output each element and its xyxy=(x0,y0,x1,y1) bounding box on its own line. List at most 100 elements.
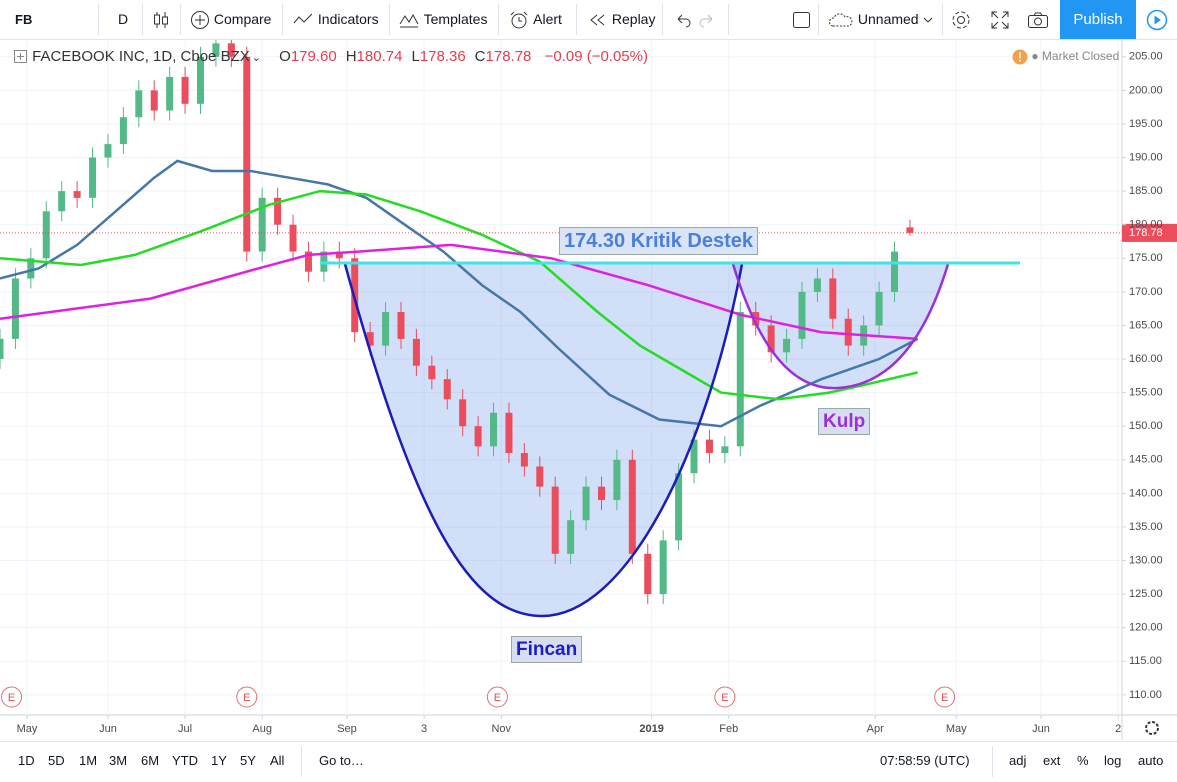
support-label: 174.30 Kritik Destek xyxy=(559,227,759,255)
alert-button[interactable]: Alert xyxy=(508,0,562,39)
chart-style-button[interactable] xyxy=(152,0,170,39)
ohlc-key: H xyxy=(345,48,357,65)
warning-icon xyxy=(1012,49,1028,65)
candle-body xyxy=(798,291,806,339)
earnings-marker[interactable]: E xyxy=(934,686,956,708)
candle-body xyxy=(119,117,127,145)
candle-body xyxy=(274,197,282,225)
y-tick-label: 140.00 xyxy=(1129,487,1163,499)
legend-symbol[interactable]: FACEBOOK INC, 1D, Cboe BZX xyxy=(32,48,250,65)
range-button[interactable]: 1M xyxy=(79,753,98,768)
undo-button[interactable] xyxy=(674,0,716,39)
candle-body xyxy=(721,446,729,454)
camera-icon xyxy=(1028,12,1048,29)
interval[interactable]: D xyxy=(118,11,129,27)
layout-toggle[interactable] xyxy=(792,0,810,39)
publish-button[interactable]: Publish xyxy=(1060,0,1136,39)
range-button[interactable]: 1D xyxy=(18,753,35,768)
candle-body xyxy=(135,90,143,118)
range-button[interactable]: YTD xyxy=(172,753,198,768)
cloud-icon xyxy=(829,13,853,27)
scale-option[interactable]: ext xyxy=(1043,753,1061,768)
top-toolbar: FB D Compare Indicators Templates Alert … xyxy=(0,0,1177,40)
earnings-marker[interactable]: E xyxy=(486,686,508,708)
bottom-toolbar: 1D 5D 1M 3M 6M YTD 1Y 5Y All Go to… 07:58:59 (UTC)… xyxy=(0,741,1177,782)
earnings-marker[interactable]: E xyxy=(1,686,23,708)
ohlc-key: C xyxy=(474,48,486,65)
ohlc-value: 178.36 xyxy=(419,48,466,65)
scale-option[interactable]: adj xyxy=(1009,753,1027,768)
candle-body xyxy=(613,459,621,501)
x-tick-label: Feb xyxy=(719,723,738,735)
templates-icon xyxy=(399,14,419,28)
earnings-marker[interactable]: E xyxy=(714,686,736,708)
goto-button[interactable]: Go to… xyxy=(319,753,364,768)
candle-body xyxy=(289,224,297,252)
x-tick-label: Nov xyxy=(491,723,511,735)
ohlc-value: 180.74 xyxy=(356,48,403,65)
range-button[interactable]: 5D xyxy=(48,753,65,768)
range-button[interactable]: 3M xyxy=(109,753,128,768)
grid xyxy=(0,40,1122,715)
earnings-circle xyxy=(236,686,258,708)
candle-body xyxy=(906,227,914,233)
range-button[interactable]: All xyxy=(270,753,285,768)
y-tick-label: 110.00 xyxy=(1129,689,1162,701)
x-tick-label: Jul xyxy=(178,723,192,735)
moving-averages xyxy=(0,159,919,428)
compare-label: Compare xyxy=(213,11,272,27)
candle-body xyxy=(58,191,66,212)
replay-button[interactable]: Replay xyxy=(588,0,655,39)
cup-fill xyxy=(345,264,742,616)
play-button[interactable] xyxy=(1146,0,1168,39)
templates-button[interactable]: Templates xyxy=(398,0,487,39)
plus-icon xyxy=(191,11,209,30)
range-button[interactable]: 6M xyxy=(141,753,160,768)
scale-option[interactable]: auto xyxy=(1138,753,1164,768)
ohlc-value: 179.60 xyxy=(290,48,337,65)
ohlc: O179.60 H180.74 L178.36 C178.78 xyxy=(279,48,540,65)
candle-body xyxy=(27,258,35,279)
market-status-text: Market Closed xyxy=(1041,49,1120,64)
ohlc-key: L xyxy=(411,48,420,65)
layout-button[interactable]: Unnamed xyxy=(828,0,934,39)
scale-option[interactable]: log xyxy=(1104,753,1122,768)
candle-body xyxy=(243,56,251,252)
earnings-marker[interactable]: E xyxy=(236,686,258,708)
earnings-circle xyxy=(934,686,956,708)
candle-body xyxy=(829,278,837,319)
candle-body xyxy=(0,338,4,360)
symbol[interactable]: FB xyxy=(15,12,33,27)
candle-body xyxy=(212,43,220,57)
candle-body xyxy=(597,486,605,501)
x-tick-label: May xyxy=(946,723,967,735)
legend-chevron: ⌄ xyxy=(251,52,261,64)
scale-option[interactable]: % xyxy=(1077,753,1089,768)
y-tick-label: 200.00 xyxy=(1129,84,1163,96)
candle-body xyxy=(767,325,775,353)
y-tick-label: 130.00 xyxy=(1129,554,1163,566)
compare-button[interactable]: Compare xyxy=(190,0,271,39)
fullscreen-button[interactable] xyxy=(990,0,1010,39)
fullscreen-icon xyxy=(991,11,1009,29)
range-button[interactable]: 5Y xyxy=(240,753,256,768)
indicators-label: Indicators xyxy=(317,11,379,27)
last-price-box xyxy=(1122,223,1177,242)
settings-button[interactable] xyxy=(950,0,972,39)
candle-body xyxy=(567,520,575,554)
snapshot-button[interactable] xyxy=(1027,0,1049,39)
legend-change: −0.09 (−0.05%) xyxy=(544,48,648,65)
replay-icon xyxy=(590,14,605,26)
separator xyxy=(180,4,181,35)
candle-body xyxy=(875,291,883,326)
candle-body xyxy=(443,379,451,400)
separator xyxy=(142,4,143,35)
expand-icon[interactable] xyxy=(14,50,28,64)
earnings-label: E xyxy=(494,692,501,704)
range-button[interactable]: 1Y xyxy=(211,753,227,768)
separator xyxy=(818,4,819,35)
moving-average xyxy=(0,243,918,341)
axis-settings[interactable] xyxy=(1145,721,1159,735)
indicators-button[interactable]: Indicators xyxy=(292,0,379,39)
y-tick-label: 165.00 xyxy=(1129,319,1163,331)
